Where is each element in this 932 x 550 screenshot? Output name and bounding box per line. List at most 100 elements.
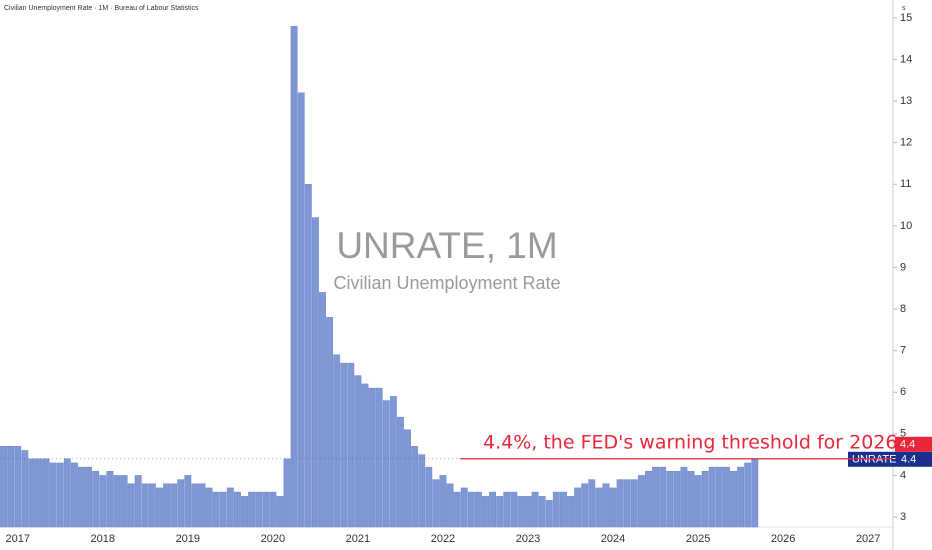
bar	[687, 471, 695, 528]
y-tick-label: 10	[900, 220, 912, 232]
bar	[361, 383, 369, 528]
bar	[730, 471, 737, 528]
x-tick-label: 2022	[431, 533, 455, 545]
bar	[184, 475, 192, 528]
bar	[156, 487, 163, 528]
x-tick-label: 2017	[5, 533, 29, 545]
bar	[744, 462, 752, 528]
bar	[113, 475, 121, 528]
bar	[70, 462, 78, 528]
watermark-subtitle: Civilian Unemployment Rate	[333, 273, 560, 293]
bar	[701, 471, 709, 528]
threshold-tag	[895, 436, 932, 452]
bar	[382, 400, 390, 528]
bar	[283, 458, 291, 528]
bar	[630, 479, 638, 528]
bar	[751, 458, 759, 528]
bar	[723, 466, 730, 528]
bar	[588, 479, 596, 528]
bar	[503, 491, 511, 528]
bar	[708, 466, 716, 528]
bar	[297, 92, 305, 528]
bar	[7, 446, 15, 528]
bar	[453, 491, 461, 528]
bar	[680, 466, 688, 528]
bar	[467, 491, 475, 528]
bar	[120, 475, 128, 528]
bar	[602, 483, 610, 528]
bar	[581, 483, 589, 528]
bar	[311, 217, 319, 528]
bar	[233, 491, 241, 528]
bar	[219, 491, 227, 528]
y-tick-label: 5	[900, 428, 906, 440]
bar	[645, 471, 652, 528]
bar	[99, 475, 107, 528]
bar	[510, 491, 518, 528]
bar	[21, 450, 29, 528]
bar	[538, 495, 546, 528]
x-tick-label: 2020	[261, 533, 285, 545]
bar	[191, 483, 199, 528]
bar	[595, 487, 603, 528]
bar	[552, 491, 560, 528]
bar	[496, 495, 504, 528]
bar	[375, 387, 383, 528]
bar	[212, 491, 220, 528]
bar	[269, 491, 277, 528]
bar	[474, 491, 482, 528]
bar	[134, 475, 142, 528]
bar	[255, 491, 263, 528]
y-tick-label: 12	[900, 137, 912, 149]
bar	[609, 487, 617, 528]
bar	[78, 466, 85, 528]
bar	[290, 25, 298, 528]
bar	[368, 387, 376, 528]
bar	[446, 483, 454, 528]
x-tick-label: 2025	[686, 533, 710, 545]
y-tick-label: 6	[900, 386, 906, 398]
bar	[0, 446, 7, 528]
bar	[319, 292, 326, 528]
bar	[637, 475, 645, 528]
bar	[715, 466, 723, 528]
bar	[396, 416, 404, 528]
bar	[616, 479, 624, 528]
bar	[354, 375, 362, 528]
bar	[517, 495, 525, 528]
bar	[425, 466, 433, 528]
bar	[666, 471, 674, 528]
bar	[418, 454, 426, 528]
bar	[524, 495, 532, 528]
y-tick-label: 3	[900, 511, 906, 523]
bar	[42, 458, 50, 528]
x-tick-label: 2019	[176, 533, 200, 545]
bar	[411, 446, 419, 528]
bar	[262, 491, 270, 528]
bar	[737, 466, 745, 528]
bar	[404, 429, 411, 528]
y-tick-label: 14	[900, 53, 912, 65]
bar	[304, 184, 312, 528]
bar	[567, 495, 574, 528]
bar	[63, 458, 71, 528]
chart-title: Civilian Unemployment Rate · 1M · Bureau…	[4, 5, 199, 12]
bar	[241, 495, 248, 528]
bar	[92, 471, 100, 528]
watermark-title: UNRATE, 1M	[336, 225, 557, 266]
y-tick-label: 13	[900, 95, 912, 107]
y-tick-label: 9	[900, 261, 906, 273]
y-tick-label: 7	[900, 345, 906, 357]
bar	[340, 362, 348, 528]
bar	[106, 471, 114, 528]
bar	[574, 487, 582, 528]
x-tick-label: 2021	[346, 533, 370, 545]
bar	[560, 491, 567, 528]
bar	[389, 396, 397, 528]
y-tick-label: 8	[900, 303, 906, 315]
threshold-tag-label: 4.4	[900, 439, 915, 451]
bar	[652, 466, 660, 528]
threshold-annotation: 4.4%, the FED's warning threshold for 20…	[483, 431, 897, 453]
bar	[673, 471, 681, 528]
